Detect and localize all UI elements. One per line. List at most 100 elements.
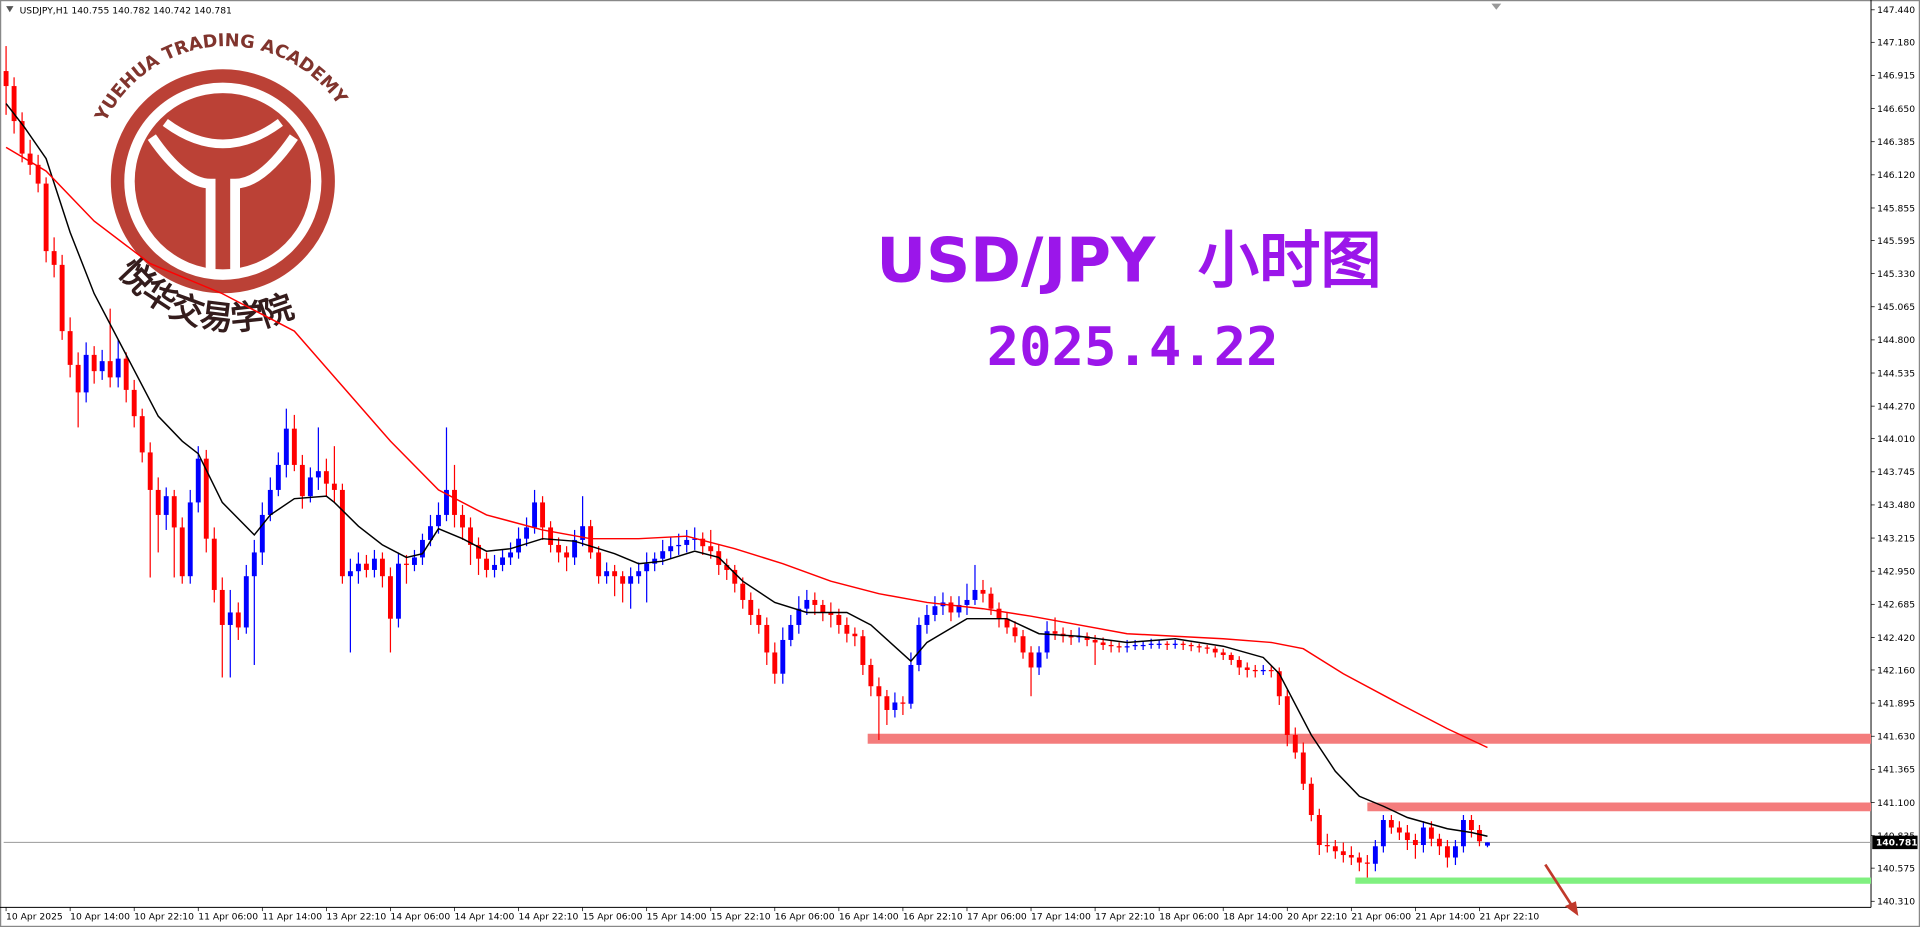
- candle-body: [91, 354, 97, 372]
- open: 140.755: [71, 5, 109, 16]
- candle-body: [3, 71, 9, 87]
- candle-body: [876, 686, 882, 697]
- candle-body: [19, 121, 25, 154]
- candle-body: [1260, 669, 1266, 672]
- candle-body: [700, 538, 706, 547]
- logo-disc: [134, 93, 312, 270]
- candle-body: [1276, 671, 1282, 697]
- x-tick-label: 13 Apr 22:10: [326, 912, 386, 923]
- candle-body: [812, 599, 818, 605]
- candle-body: [147, 452, 153, 490]
- candle-body: [1300, 752, 1306, 784]
- x-tick-label: 14 Apr 22:10: [519, 912, 579, 923]
- candle-body: [363, 563, 369, 570]
- x-tick-label: 17 Apr 14:00: [1031, 912, 1091, 923]
- candle-body: [460, 514, 465, 528]
- candle-body: [331, 483, 337, 490]
- candle-body: [572, 539, 578, 558]
- candle-body: [836, 614, 842, 625]
- candle-body: [27, 153, 33, 165]
- arrow-head: [1564, 901, 1579, 916]
- candle-body: [1420, 827, 1426, 846]
- x-tick-label: 18 Apr 14:00: [1223, 912, 1283, 923]
- candle-body: [35, 164, 41, 184]
- candle-body: [676, 544, 682, 547]
- candle-body: [1092, 639, 1098, 643]
- candle-body: [1188, 644, 1194, 647]
- candle-body: [1340, 851, 1346, 856]
- candle-body: [1052, 631, 1058, 634]
- candle-body: [564, 552, 570, 558]
- y-tick-label: 144.800: [1877, 335, 1915, 346]
- candle-body: [395, 563, 401, 619]
- y-tick-label: 144.010: [1877, 434, 1915, 445]
- candle-body: [387, 576, 393, 619]
- price-label: 140.781: [1876, 838, 1918, 849]
- x-tick-label: 14 Apr 06:00: [390, 912, 450, 923]
- x-tick-label: 16 Apr 06:00: [775, 912, 835, 923]
- y-tick-label: 141.895: [1877, 698, 1915, 709]
- x-tick-label: 20 Apr 22:10: [1287, 912, 1347, 923]
- candle-body: [1116, 646, 1122, 648]
- candle-body: [948, 602, 954, 613]
- x-tick-label: 15 Apr 06:00: [583, 912, 643, 923]
- candle-body: [972, 589, 978, 600]
- candle-body: [1485, 842, 1490, 846]
- candle-body: [1404, 832, 1410, 841]
- moving-average: [5, 146, 1488, 749]
- candle-body: [1332, 846, 1338, 852]
- candle-body: [1412, 840, 1418, 846]
- y-tick-label: 145.595: [1877, 236, 1915, 247]
- candle-body: [139, 416, 145, 453]
- candle-body: [355, 563, 361, 572]
- candle-body: [203, 458, 209, 539]
- candle-body: [780, 639, 786, 674]
- y-tick-label: 146.915: [1877, 71, 1915, 82]
- arrow: [1544, 863, 1574, 907]
- candle-body: [1372, 846, 1378, 864]
- candle-body: [259, 514, 265, 553]
- candle-body: [1004, 618, 1010, 628]
- candle-body: [868, 664, 874, 687]
- candle-body: [1124, 646, 1130, 648]
- candle-body: [1364, 862, 1370, 864]
- candle-body: [1132, 644, 1138, 647]
- candle-body: [596, 552, 602, 577]
- candle-body: [1252, 669, 1258, 672]
- candle-body: [692, 538, 698, 540]
- x-tick-label: 11 Apr 06:00: [198, 912, 258, 923]
- candle-body: [299, 464, 305, 497]
- candle-body: [748, 599, 754, 615]
- zone: [1355, 877, 1872, 884]
- candle-body: [548, 527, 554, 545]
- candle-body: [275, 464, 281, 490]
- x-tick-label: 15 Apr 14:00: [647, 912, 707, 923]
- scroll-marker: [1491, 3, 1502, 10]
- y-tick-label: 142.420: [1877, 633, 1915, 644]
- candle-body: [1068, 636, 1074, 638]
- candle-body: [1156, 643, 1162, 645]
- candle-body: [1012, 627, 1018, 637]
- header: USDJPY,H1 140.755 140.782 140.742 140.78…: [20, 5, 232, 16]
- plot: [3, 46, 1872, 884]
- candle-body: [1180, 643, 1186, 645]
- candle-body: [980, 589, 986, 594]
- candle-body: [1140, 644, 1146, 647]
- y-tick-label: 141.365: [1877, 765, 1915, 776]
- candle-body: [436, 514, 441, 527]
- candle-body: [75, 364, 81, 393]
- candle-body: [1452, 846, 1458, 858]
- x-tick-label: 10 Apr 2025: [6, 912, 63, 923]
- candle-body: [211, 538, 217, 590]
- candle-body: [267, 489, 273, 515]
- candle-body: [476, 544, 481, 559]
- y-tick-label: 142.160: [1877, 665, 1915, 676]
- candle-body: [620, 576, 626, 584]
- candle-body: [195, 458, 201, 503]
- candle-body: [1284, 696, 1290, 735]
- candle-body: [235, 612, 241, 628]
- y-tick-label: 145.330: [1877, 269, 1915, 280]
- candle-body: [107, 361, 113, 378]
- candle-body: [51, 251, 57, 265]
- candle-body: [43, 183, 49, 252]
